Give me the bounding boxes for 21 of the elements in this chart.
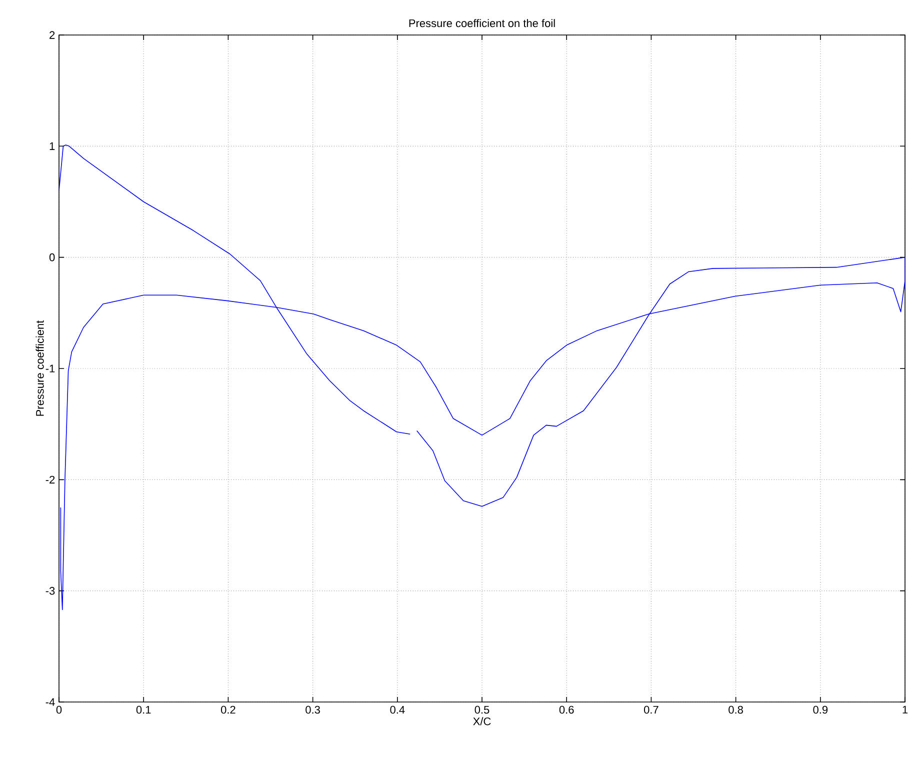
- x-tick-label: 0.2: [220, 706, 236, 714]
- x-tick-label: 0.5: [474, 706, 490, 714]
- y-tick-label: 1: [50, 142, 55, 150]
- x-tick-label: 0: [56, 706, 62, 714]
- x-tick-label: 0.4: [390, 706, 405, 714]
- y-tick-label: -3: [46, 586, 55, 595]
- chart-title: Pressure coefficient on the foil: [409, 19, 555, 28]
- x-axis-title: X/C: [473, 717, 491, 726]
- x-tick-label: 0.9: [813, 706, 828, 714]
- x-tick-label: 0.7: [644, 706, 658, 714]
- y-axis-title: Pressure coefficient: [36, 320, 44, 416]
- y-tick-label: -1: [46, 364, 55, 372]
- y-tick-label: -2: [46, 476, 55, 484]
- x-tick-label: 0.8: [728, 706, 743, 714]
- x-tick-label: 0.6: [559, 706, 574, 714]
- y-tick-label: -4: [46, 698, 55, 706]
- y-tick-label: 2: [50, 31, 55, 39]
- x-tick-label: 1: [902, 706, 908, 714]
- x-tick-label: 0.3: [306, 706, 320, 714]
- y-tick-label: 0: [49, 253, 55, 262]
- x-tick-label: 0.1: [136, 706, 151, 714]
